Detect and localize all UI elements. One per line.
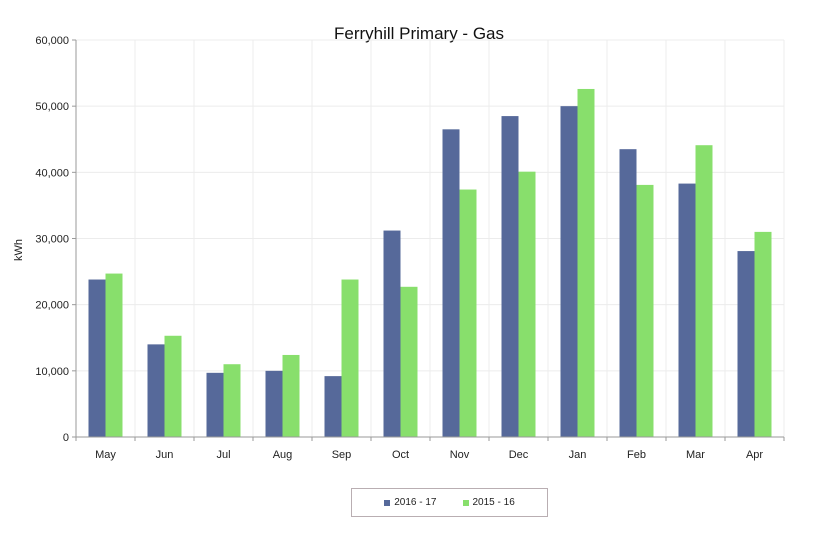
grid-layer <box>76 39 785 437</box>
x-tick-label: Dec <box>509 449 529 461</box>
legend-item-series-1: 2016 - 17 <box>384 497 437 508</box>
bar-series-1-sep <box>324 376 342 437</box>
bar-series-1-nov <box>442 129 460 437</box>
bars-layer <box>88 88 772 438</box>
bar-series-1-oct <box>383 230 401 437</box>
y-tick-label: 60,000 <box>35 35 69 47</box>
x-tick-label: Nov <box>450 449 470 461</box>
bar-series-2-jun <box>164 335 182 437</box>
x-tick-label: Mar <box>686 449 705 461</box>
y-tick-label: 0 <box>63 432 69 444</box>
y-tick-label: 50,000 <box>35 101 69 113</box>
y-tick-label: 20,000 <box>35 300 69 312</box>
x-tick-label: Jul <box>216 449 230 461</box>
bar-series-2-jan <box>577 88 595 438</box>
legend-swatch-series-2 <box>462 499 469 506</box>
x-tick-label: Jun <box>156 449 174 461</box>
x-tick-label: Aug <box>273 449 293 461</box>
x-tick-label: Sep <box>332 449 352 461</box>
bar-series-2-mar <box>695 145 713 437</box>
bar-series-2-feb <box>636 184 654 437</box>
bar-series-1-jul <box>206 372 224 437</box>
legend-label-series-2: 2015 - 16 <box>472 497 515 508</box>
bar-series-2-sep <box>341 279 359 437</box>
y-tick-label: 30,000 <box>35 234 69 246</box>
bar-series-1-aug <box>265 370 283 437</box>
bar-series-2-oct <box>400 286 418 437</box>
bar-series-2-jul <box>223 364 241 437</box>
bar-series-1-feb <box>619 149 637 438</box>
legend-item-series-2: 2015 - 16 <box>462 497 515 508</box>
bar-series-2-may <box>105 273 123 437</box>
bar-series-2-apr <box>754 231 772 437</box>
chart-title: Ferryhill Primary - Gas <box>334 24 504 43</box>
x-tick-label: Feb <box>627 449 646 461</box>
y-tick-label: 40,000 <box>35 167 69 179</box>
bar-series-1-dec <box>501 116 519 437</box>
x-tick-label: Apr <box>746 449 763 461</box>
bar-series-1-jan <box>560 106 578 438</box>
y-tick-label: 10,000 <box>35 366 69 378</box>
x-tick-label: May <box>95 449 116 461</box>
ticks-layer: 0 10,000 20,000 30,000 40,000 50,000 60,000 May… <box>35 35 785 461</box>
bar-series-1-mar <box>678 183 696 437</box>
bar-series-2-nov <box>459 189 477 437</box>
legend-swatch-series-1 <box>384 499 391 506</box>
bar-series-1-may <box>88 279 106 437</box>
legend-label-series-1: 2016 - 17 <box>394 497 437 508</box>
bar-series-1-apr <box>737 251 755 437</box>
chart-legend: 2016 - 17 2015 - 16 <box>351 488 548 517</box>
x-tick-label: Jan <box>569 449 587 461</box>
bar-series-1-jun <box>147 344 165 437</box>
x-tick-label: Oct <box>392 449 409 461</box>
bar-series-2-dec <box>518 171 536 437</box>
bar-series-2-aug <box>282 354 300 437</box>
y-axis-label: kWh <box>13 239 25 261</box>
